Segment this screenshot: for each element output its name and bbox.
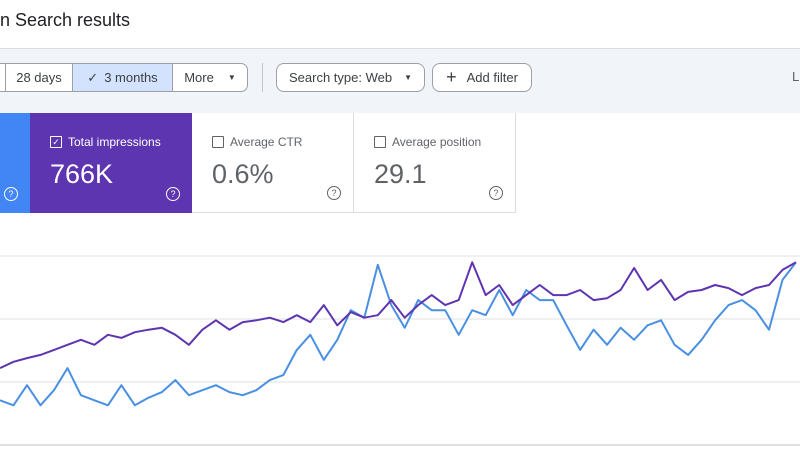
- line-series: [0, 261, 797, 407]
- help-icon: ?: [4, 187, 18, 201]
- metric-label-row: Average CTR: [212, 135, 302, 149]
- chart: [0, 255, 800, 446]
- right-text: L: [792, 69, 800, 84]
- metric-label: Total impressions: [68, 135, 161, 149]
- metric-card[interactable]: Average position 29.1 ?: [354, 113, 516, 213]
- metric-value: 766K: [50, 159, 114, 189]
- page-title: n Search results: [0, 10, 131, 30]
- metric-label: Average position: [392, 135, 482, 149]
- metric-value: 0.6%: [212, 159, 274, 189]
- metric-label-row: ✓ Total impressions: [50, 135, 161, 149]
- help-icon: ?: [327, 186, 341, 200]
- dropdown-icon: ▼: [227, 73, 236, 82]
- metric-card[interactable]: ✓ Total impressions 766K ?: [30, 113, 192, 213]
- search-type-label: Search type: Web: [288, 70, 393, 85]
- checkbox: ✓: [50, 136, 62, 148]
- help-icon: ?: [489, 186, 503, 200]
- metric-label: Average CTR: [230, 135, 303, 149]
- check-icon: ✓: [87, 69, 99, 85]
- help-icon: ?: [166, 187, 180, 201]
- metric-card[interactable]: Average CTR 0.6% ?: [192, 113, 354, 213]
- line-series: [0, 261, 797, 370]
- divider: [262, 63, 263, 92]
- metric-value: 29.1: [374, 159, 427, 189]
- add-filter-button[interactable]: + Add filter: [432, 63, 532, 92]
- date-button[interactable]: 28 days: [5, 63, 73, 92]
- checkbox: [374, 136, 386, 148]
- header: n Search results: [0, 0, 800, 49]
- metric-label-row: Average position: [374, 135, 481, 149]
- more-label: More: [184, 70, 214, 85]
- search-type-button[interactable]: Search type: Web ▼: [276, 63, 425, 92]
- plus-icon: +: [446, 67, 457, 87]
- date-button-selected[interactable]: ✓ 3 months: [72, 63, 173, 92]
- date-label: 3 months: [104, 70, 158, 85]
- dropdown-icon: ▼: [404, 73, 412, 82]
- checkbox: [212, 136, 224, 148]
- more-button[interactable]: More ▼: [172, 63, 248, 92]
- add-filter-label: Add filter: [466, 70, 518, 85]
- clicks-card[interactable]: ?: [0, 113, 30, 213]
